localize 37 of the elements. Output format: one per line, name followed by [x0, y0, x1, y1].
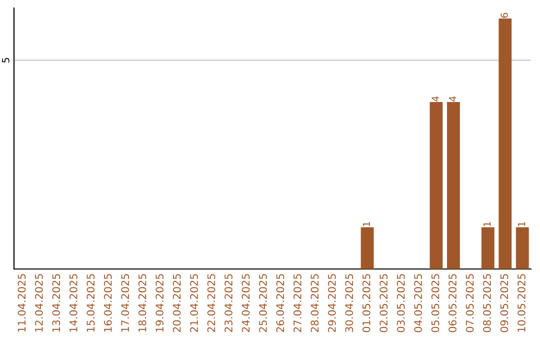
x-tick-label: 22.04.2025 [207, 274, 216, 332]
y-tick-label: 5 [2, 58, 10, 63]
x-tick-label: 24.04.2025 [242, 274, 250, 332]
x-tick-label: 16.04.2025 [104, 274, 112, 332]
data-label: 4 [449, 96, 456, 102]
x-tick-label: 08.05.2025 [483, 274, 491, 332]
data-label: 6 [500, 12, 508, 18]
x-tick-label: 29.04.2025 [328, 274, 336, 332]
x-tick-label: 26.04.2025 [276, 274, 284, 332]
x-tick-label: 25.04.2025 [259, 274, 267, 332]
x-tick-label: 05.05.2025 [431, 274, 440, 332]
x-tick-label: 04.05.2025 [414, 274, 422, 332]
x-tick-label: 19.04.2025 [156, 274, 164, 332]
x-tick-label: 11.04.2025 [18, 274, 26, 332]
x-tick-label: 20.04.2025 [172, 274, 181, 332]
x-tick-label: 18.04.2025 [138, 274, 146, 332]
x-tick-label: 15.04.2025 [86, 274, 95, 332]
x-tick-label: 02.05.2025 [380, 274, 388, 332]
x-tick-label: 23.04.2025 [224, 274, 232, 332]
x-tick-label: 09.05.2025 [500, 274, 508, 332]
x-tick-label: 21.04.2025 [190, 274, 198, 332]
data-label: 1 [362, 222, 370, 226]
x-tick-label: 01.05.2025 [362, 274, 370, 332]
data-label: 4 [432, 96, 439, 102]
data-label: 1 [484, 222, 491, 226]
x-tick-label: 03.05.2025 [396, 274, 405, 332]
data-label: 1 [518, 222, 526, 226]
x-tick-label: 12.04.2025 [34, 274, 43, 332]
x-tick-label: 13.04.2025 [52, 274, 60, 332]
x-tick-label: 27.04.2025 [293, 274, 302, 332]
x-tick-label: 17.04.2025 [121, 274, 130, 332]
x-tick-label: 14.04.2025 [69, 274, 78, 332]
x-tick-label: 07.05.2025 [466, 274, 474, 332]
x-tick-label: 06.05.2025 [448, 274, 456, 332]
x-tick-label: 30.04.2025 [345, 274, 354, 332]
x-tick-label: 28.04.2025 [310, 274, 319, 332]
x-tick-label: 10.05.2025 [518, 274, 526, 332]
